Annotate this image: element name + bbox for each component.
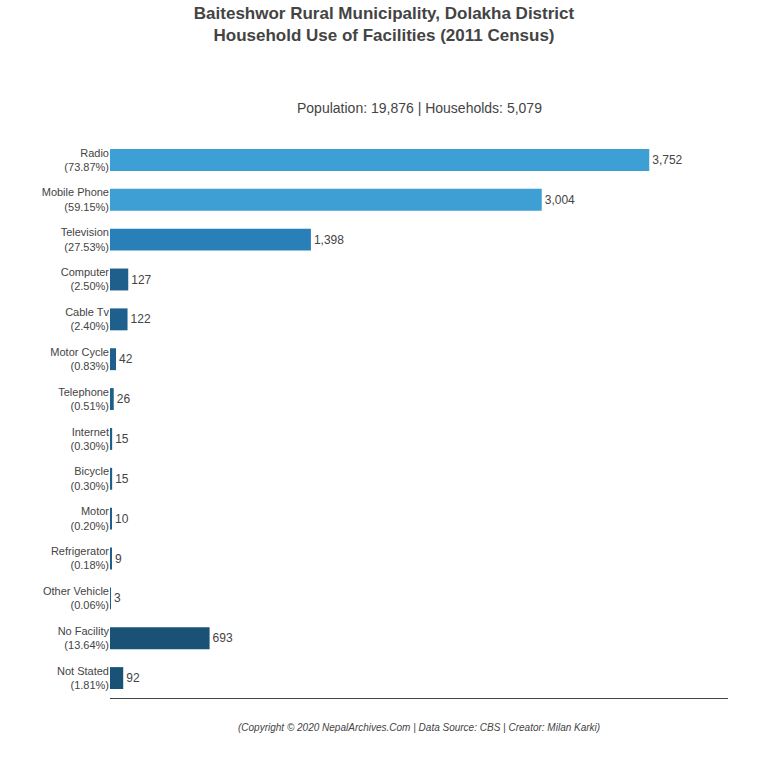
svg-text:No Facility(13.64%): No Facility(13.64%) bbox=[58, 625, 110, 651]
svg-text:15: 15 bbox=[115, 472, 129, 486]
svg-text:Radio(73.87%): Radio(73.87%) bbox=[64, 147, 109, 173]
svg-text:Cable Tv(2.40%): Cable Tv(2.40%) bbox=[65, 306, 109, 332]
svg-text:3: 3 bbox=[114, 591, 121, 605]
svg-text:Other Vehicle(0.06%): Other Vehicle(0.06%) bbox=[43, 585, 109, 611]
svg-text:Computer(2.50%): Computer(2.50%) bbox=[61, 266, 110, 292]
svg-text:42: 42 bbox=[119, 352, 133, 366]
svg-text:3,004: 3,004 bbox=[545, 193, 575, 207]
svg-text:(Copyright © 2020 NepalArchive: (Copyright © 2020 NepalArchives.Com | Da… bbox=[238, 722, 600, 733]
svg-text:Baiteshwor Rural Municipality,: Baiteshwor Rural Municipality, Dolakha D… bbox=[194, 4, 575, 45]
svg-text:Television(27.53%): Television(27.53%) bbox=[61, 226, 109, 252]
svg-text:Refrigerator(0.18%): Refrigerator(0.18%) bbox=[51, 545, 109, 571]
svg-text:9: 9 bbox=[115, 552, 122, 566]
svg-text:Motor Cycle(0.83%): Motor Cycle(0.83%) bbox=[50, 346, 109, 372]
svg-text:1,398: 1,398 bbox=[314, 233, 344, 247]
svg-text:Internet(0.30%): Internet(0.30%) bbox=[70, 426, 109, 452]
svg-text:92: 92 bbox=[126, 671, 140, 685]
svg-text:693: 693 bbox=[213, 631, 233, 645]
svg-text:Mobile Phone(59.15%): Mobile Phone(59.15%) bbox=[42, 186, 109, 212]
svg-text:127: 127 bbox=[131, 273, 151, 287]
svg-text:Telephone(0.51%): Telephone(0.51%) bbox=[58, 386, 109, 412]
svg-text:3,752: 3,752 bbox=[652, 153, 682, 167]
svg-text:Not Stated(1.81%): Not Stated(1.81%) bbox=[57, 665, 109, 691]
svg-text:Population: 19,876 | Household: Population: 19,876 | Households: 5,079 bbox=[297, 100, 542, 116]
svg-text:15: 15 bbox=[115, 432, 129, 446]
svg-text:Bicycle(0.30%): Bicycle(0.30%) bbox=[70, 465, 109, 491]
svg-text:10: 10 bbox=[115, 512, 129, 526]
svg-text:Motor(0.20%): Motor(0.20%) bbox=[70, 505, 109, 531]
svg-text:26: 26 bbox=[117, 392, 131, 406]
svg-text:122: 122 bbox=[131, 312, 151, 326]
